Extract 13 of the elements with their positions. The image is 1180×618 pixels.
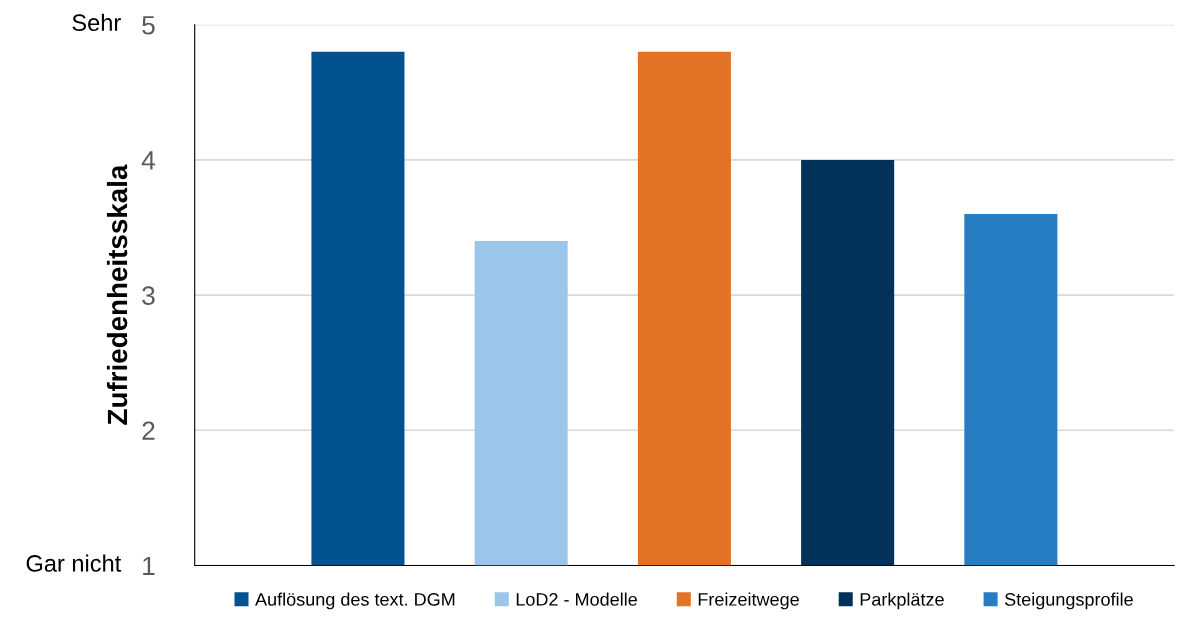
legend-label: Freizeitwege <box>698 592 799 610</box>
legend-label: Steigungsprofile <box>1004 592 1133 610</box>
y-tick-label: 3 <box>142 286 155 305</box>
y-tick-label: 2 <box>142 421 155 440</box>
text: Sehr <box>72 13 121 32</box>
legend-label: Parkplätze <box>860 592 944 610</box>
y-tick-label: 1 <box>143 556 155 576</box>
legend-label: Auflösung des text. DGM <box>255 592 455 610</box>
text: Gar nicht <box>26 554 122 572</box>
y-tick-label: 4 <box>141 151 156 170</box>
legend-label: LoD2 - Modelle <box>516 592 637 606</box>
y-axis-title: Zufriedenheitsskala <box>106 164 128 425</box>
y-tick-label: 5 <box>142 16 155 35</box>
